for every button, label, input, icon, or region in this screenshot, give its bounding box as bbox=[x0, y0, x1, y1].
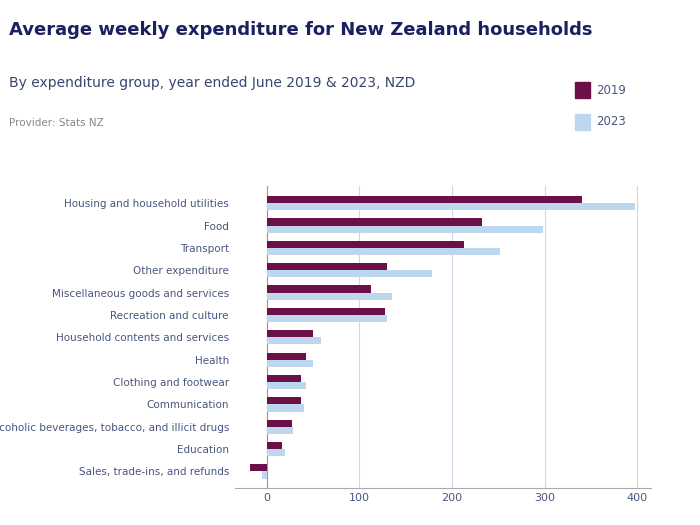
Bar bbox=[267, 203, 636, 211]
Text: By expenditure group, year ended June 2019 & 2023, NZD: By expenditure group, year ended June 20… bbox=[9, 76, 416, 90]
Bar bbox=[267, 338, 321, 344]
Bar bbox=[267, 330, 313, 338]
Bar bbox=[267, 292, 392, 300]
Bar bbox=[250, 464, 267, 471]
Bar bbox=[267, 404, 304, 412]
Bar bbox=[267, 315, 387, 322]
Bar bbox=[262, 471, 267, 479]
Bar bbox=[267, 427, 293, 434]
Bar bbox=[267, 286, 372, 292]
Bar bbox=[267, 449, 286, 456]
Bar bbox=[267, 419, 292, 427]
Bar bbox=[267, 196, 582, 203]
Bar bbox=[267, 263, 387, 270]
Bar bbox=[575, 114, 590, 130]
Text: Provider: Stats NZ: Provider: Stats NZ bbox=[9, 118, 104, 128]
Text: Average weekly expenditure for New Zealand households: Average weekly expenditure for New Zeala… bbox=[9, 21, 593, 39]
Bar bbox=[267, 240, 464, 248]
Bar bbox=[267, 218, 482, 226]
Bar bbox=[267, 375, 301, 382]
Text: 2023: 2023 bbox=[596, 116, 626, 128]
Bar bbox=[267, 382, 306, 389]
Bar bbox=[267, 397, 301, 404]
Text: 2019: 2019 bbox=[596, 84, 626, 97]
Bar bbox=[575, 82, 590, 98]
Bar bbox=[267, 270, 432, 277]
Bar bbox=[267, 360, 313, 367]
Bar bbox=[267, 352, 306, 360]
Bar bbox=[267, 442, 281, 449]
Bar bbox=[267, 308, 386, 315]
Text: figure.nz: figure.nz bbox=[594, 29, 668, 44]
Bar bbox=[267, 248, 500, 255]
Bar bbox=[267, 226, 542, 233]
